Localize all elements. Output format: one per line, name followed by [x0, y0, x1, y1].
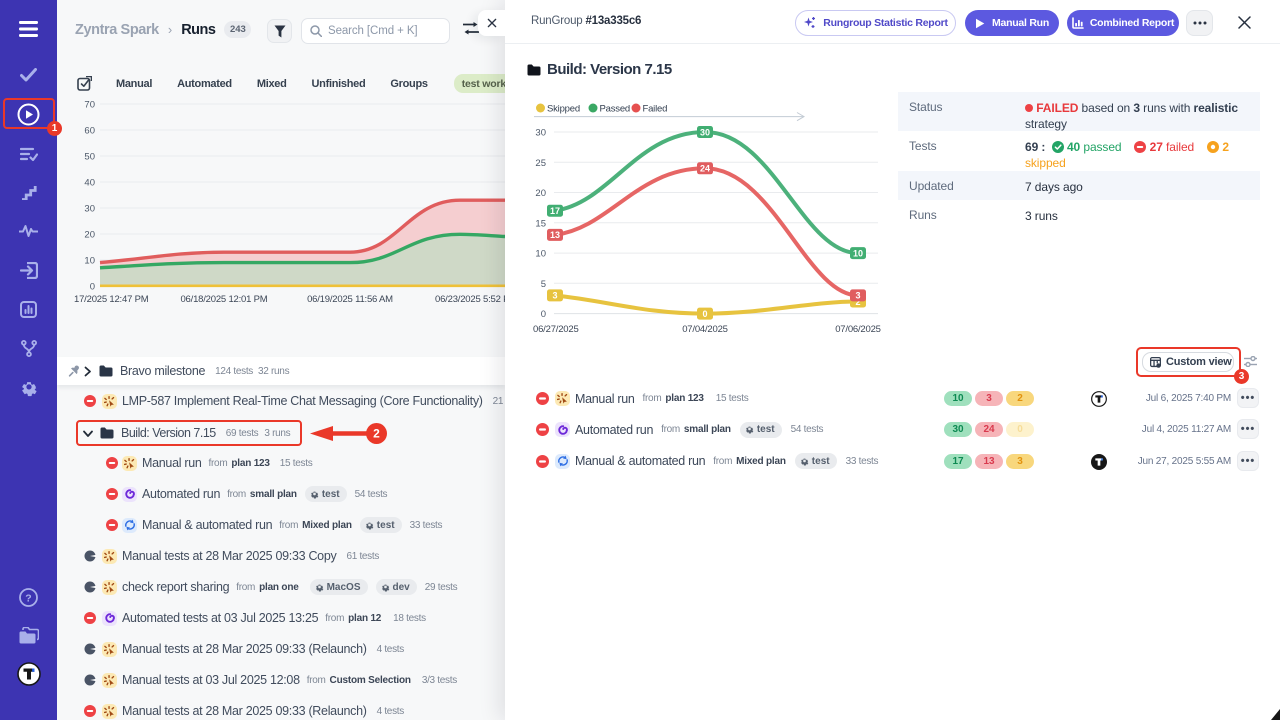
- svg-text:50: 50: [84, 152, 95, 163]
- svg-text:0: 0: [90, 282, 95, 293]
- svg-text:60: 60: [84, 126, 95, 137]
- svg-text:30: 30: [700, 127, 710, 137]
- svg-text:06/23/2025 5:52 PM: 06/23/2025 5:52 PM: [435, 294, 505, 305]
- svg-text:06/19/2025 11:56 AM: 06/19/2025 11:56 AM: [307, 294, 393, 305]
- svg-text:70: 70: [84, 100, 95, 111]
- svg-text:Passed: Passed: [600, 104, 631, 115]
- svg-text:0: 0: [541, 309, 546, 320]
- svg-text:13: 13: [550, 230, 560, 240]
- svg-text:20: 20: [84, 230, 95, 241]
- svg-text:20: 20: [535, 188, 546, 199]
- svg-text:06/18/2025 12:01 PM: 06/18/2025 12:01 PM: [180, 294, 267, 305]
- svg-text:30: 30: [535, 128, 546, 139]
- svg-text:25: 25: [535, 158, 546, 169]
- svg-text:06/27/2025: 06/27/2025: [533, 324, 579, 335]
- svg-text:10: 10: [853, 248, 863, 258]
- svg-text:15: 15: [535, 218, 546, 229]
- svg-text:30: 30: [84, 204, 95, 215]
- svg-text:10: 10: [84, 256, 95, 267]
- svg-text:10: 10: [535, 249, 546, 260]
- svg-text:17: 17: [550, 206, 560, 216]
- svg-text:17/2025 12:47 PM: 17/2025 12:47 PM: [74, 294, 149, 305]
- svg-text:2: 2: [373, 427, 380, 441]
- svg-text:07/04/2025: 07/04/2025: [682, 324, 728, 335]
- svg-text:Failed: Failed: [643, 104, 668, 115]
- svg-text:5: 5: [541, 279, 546, 290]
- svg-text:3: 3: [552, 291, 557, 301]
- svg-text:24: 24: [700, 164, 710, 174]
- svg-text:Skipped: Skipped: [547, 104, 580, 115]
- svg-text:3: 3: [855, 291, 860, 301]
- svg-text:0: 0: [702, 309, 707, 319]
- svg-text:?: ?: [25, 592, 31, 604]
- svg-text:40: 40: [84, 178, 95, 189]
- svg-text:07/06/2025: 07/06/2025: [835, 324, 881, 335]
- svg-text:2: 2: [855, 297, 860, 307]
